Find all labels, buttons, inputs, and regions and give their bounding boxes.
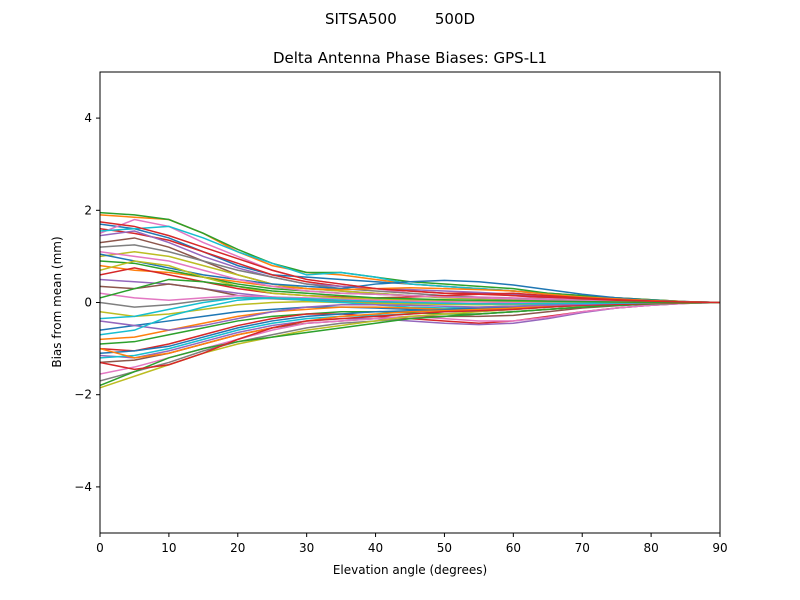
series-line-35 [100,297,720,336]
x-tick-label: 30 [299,541,314,555]
x-axis: 0 10 20 30 40 50 60 70 80 90 [96,533,728,555]
series-layer [100,211,720,389]
series-line-39 [100,221,720,304]
x-tick-label: 20 [230,541,245,555]
x-tick-label: 90 [712,541,727,555]
y-tick-label: 2 [84,203,92,217]
series-line-33 [100,301,720,371]
series-line-37 [100,251,720,304]
series-line-38 [100,278,720,304]
x-axis-label: Elevation angle (degrees) [333,563,487,577]
y-axis-label: Bias from mean (mm) [50,236,64,367]
x-tick-label: 40 [368,541,383,555]
x-tick-label: 10 [161,541,176,555]
x-tick-label: 70 [575,541,590,555]
x-tick-label: 60 [506,541,521,555]
x-tick-label: 80 [643,541,658,555]
figure-suptitle: SITSA500 500D [325,10,475,28]
x-tick-label: 50 [437,541,452,555]
y-tick-label: −4 [74,480,92,494]
chart-title: Delta Antenna Phase Biases: GPS-L1 [273,49,547,67]
series-line-10 [100,253,720,304]
y-axis: −4 −2 0 2 4 [74,111,100,494]
x-tick-label: 0 [96,541,104,555]
y-tick-label: 0 [84,296,92,310]
y-tick-label: 4 [84,111,92,125]
series-line-32 [100,301,720,387]
y-tick-label: −2 [74,388,92,402]
